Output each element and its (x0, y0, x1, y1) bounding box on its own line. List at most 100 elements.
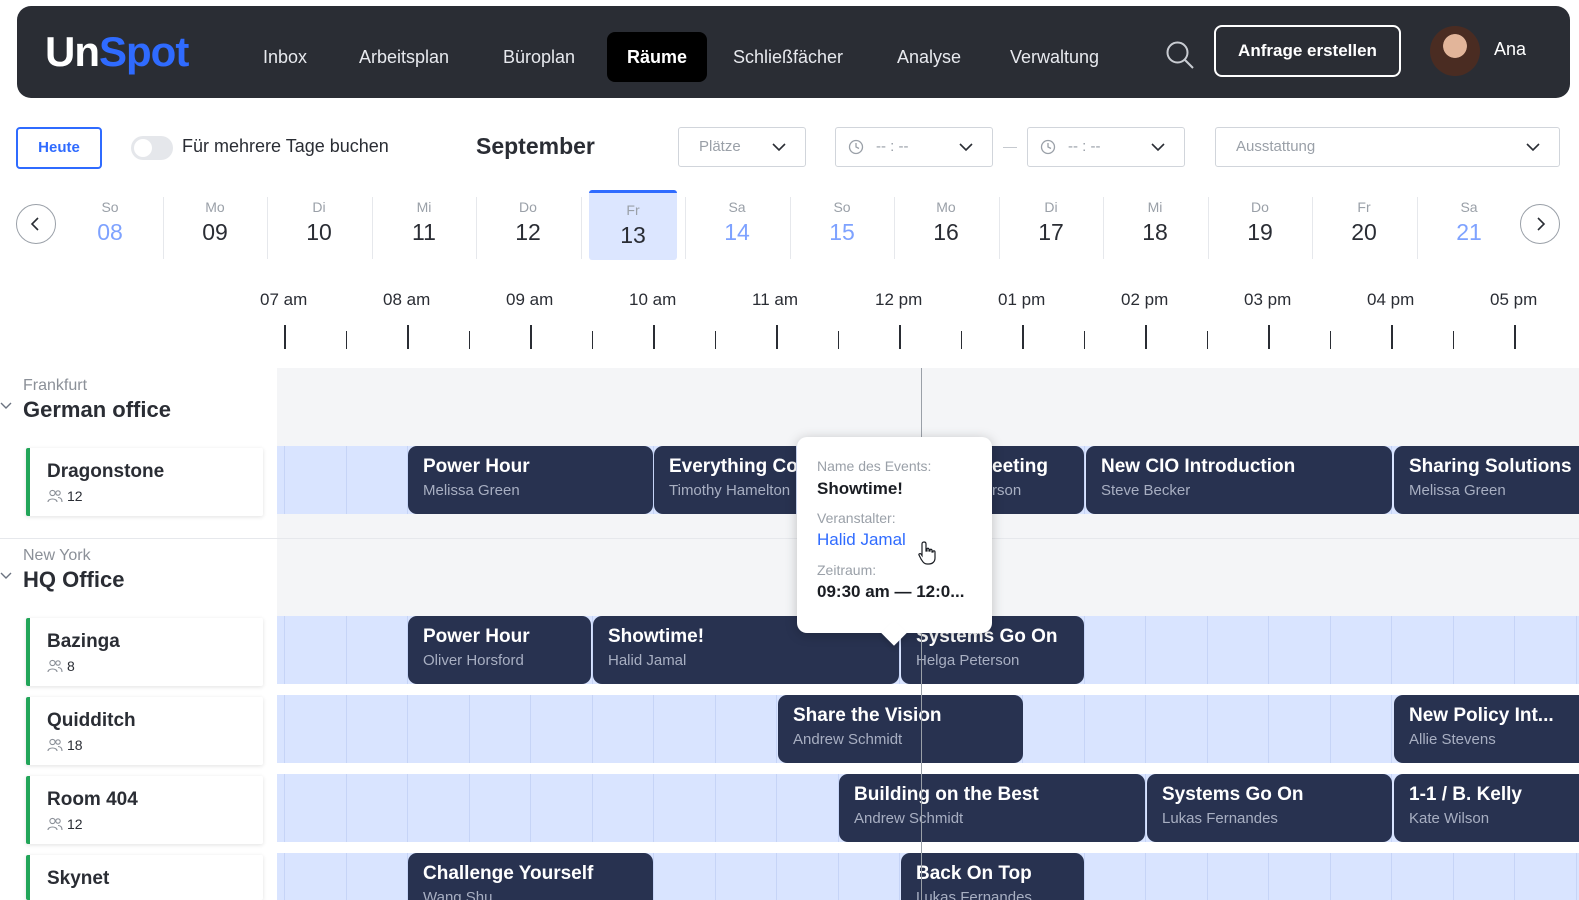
slot-divider (715, 695, 716, 763)
avatar[interactable] (1430, 26, 1480, 76)
day-13[interactable]: Fr 13 (589, 190, 677, 260)
event-block[interactable]: Sharing Solutions Melissa Green (1394, 446, 1579, 514)
day-15[interactable]: So 15 (798, 190, 886, 260)
nav-inbox[interactable]: Inbox (263, 47, 308, 67)
chevron-down-icon[interactable] (0, 570, 12, 582)
day-21[interactable]: Sa 21 (1425, 190, 1513, 260)
tooltip-organizer-link[interactable]: Halid Jamal (817, 530, 906, 549)
event-block[interactable]: eeting rson (980, 446, 1084, 514)
search-icon[interactable] (1165, 40, 1195, 70)
room-card-skynet[interactable]: Skynet (26, 855, 263, 900)
nav-raeume[interactable]: Räume (607, 32, 708, 82)
nav-verwaltung[interactable]: Verwaltung (1010, 47, 1100, 67)
slot-divider (530, 774, 531, 842)
top-nav: UnSpot Inbox Arbeitsplan Büroplan Räume … (17, 6, 1570, 98)
location-band-frankfurt (277, 368, 1579, 446)
event-tooltip: Name des Events: Showtime! Veranstalter:… (797, 437, 992, 633)
half-hour-tick (591, 331, 593, 349)
half-hour-tick (1083, 331, 1085, 349)
chevron-left-icon (30, 217, 39, 231)
event-block[interactable]: New Policy Int... Allie Stevens (1394, 695, 1579, 763)
day-18[interactable]: Mi 18 (1111, 190, 1199, 260)
day-name: Mo (936, 199, 956, 215)
day-20[interactable]: Fr 20 (1320, 190, 1408, 260)
slot-divider (407, 695, 408, 763)
day-number: 11 (412, 219, 436, 245)
hour-tick (776, 325, 778, 349)
slot-divider (284, 853, 285, 900)
multi-day-toggle[interactable] (131, 136, 173, 160)
room-card-room404[interactable]: Room 404 12 (26, 776, 263, 844)
slot-divider (407, 853, 408, 900)
nav-analyse[interactable]: Analyse (897, 47, 962, 67)
hour-tick (1268, 325, 1270, 349)
places-select-label: Plätze (699, 138, 741, 155)
event-block[interactable]: 1-1 / B. Kelly Kate Wilson (1394, 774, 1579, 842)
room-card-bazinga[interactable]: Bazinga 8 (26, 618, 263, 686)
time-from-select[interactable]: -- : -- (835, 127, 993, 167)
event-block[interactable]: Power Hour Oliver Horsford (408, 616, 591, 684)
places-select[interactable]: Plätze (678, 127, 806, 167)
slot-divider (1207, 616, 1208, 684)
slot-divider (469, 695, 470, 763)
nav-bueroplan[interactable]: Büroplan (503, 47, 576, 67)
hour-label: 11 am (752, 290, 798, 309)
room-card-dragonstone[interactable]: Dragonstone 12 (26, 448, 263, 516)
nav-schliessfaecher[interactable]: Schließfächer (733, 47, 844, 67)
month-title: September (476, 133, 595, 159)
event-block[interactable]: New CIO Introduction Steve Becker (1086, 446, 1392, 514)
slot-divider (1268, 853, 1269, 900)
event-block[interactable]: Everything Co Timothy Hamelton (654, 446, 796, 514)
day-19[interactable]: Do 19 (1216, 190, 1304, 260)
day-09[interactable]: Mo 09 (171, 190, 259, 260)
room-card-quidditch[interactable]: Quidditch 18 (26, 697, 263, 765)
day-number: 10 (306, 219, 332, 245)
today-button[interactable]: Heute (16, 127, 102, 169)
event-block[interactable]: Share the Vision Andrew Schmidt (778, 695, 1023, 763)
slot-divider (469, 774, 470, 842)
time-to-select[interactable]: -- : -- (1027, 127, 1185, 167)
divider (0, 538, 1579, 539)
day-17[interactable]: Di 17 (1007, 190, 1095, 260)
user-name[interactable]: Ana (1494, 39, 1527, 59)
day-12[interactable]: Do 12 (484, 190, 572, 260)
day-11[interactable]: Mi 11 (380, 190, 468, 260)
slot-divider (653, 853, 654, 900)
event-block[interactable]: Back On Top Lukas Fernandes (901, 853, 1084, 900)
day-divider (581, 197, 582, 259)
create-request-button[interactable]: Anfrage erstellen (1214, 25, 1401, 77)
equipment-select[interactable]: Ausstattung (1215, 127, 1560, 167)
slot-divider (776, 853, 777, 900)
day-name: Do (1251, 199, 1269, 215)
room-capacity: 12 (47, 816, 83, 832)
next-days-button[interactable] (1520, 204, 1560, 244)
chevron-down-icon[interactable] (0, 400, 12, 412)
half-hour-tick (345, 331, 347, 349)
day-name: Di (1044, 199, 1058, 215)
slot-divider (1145, 616, 1146, 684)
event-block[interactable]: Power Hour Melissa Green (408, 446, 653, 514)
day-14[interactable]: Sa 14 (693, 190, 781, 260)
slot-divider (1453, 616, 1454, 684)
event-block[interactable]: Systems Go On Lukas Fernandes (1147, 774, 1392, 842)
day-08[interactable]: So 08 (66, 190, 154, 260)
day-10[interactable]: Di 10 (275, 190, 363, 260)
day-16[interactable]: Mo 16 (902, 190, 990, 260)
day-divider (999, 197, 1000, 259)
day-divider (1208, 197, 1209, 259)
day-name: Do (519, 199, 537, 215)
slot-divider (653, 446, 654, 514)
nav-arbeitsplan[interactable]: Arbeitsplan (359, 47, 450, 67)
room-name: Bazinga (47, 631, 120, 652)
unspot-logo[interactable]: UnSpot (45, 28, 189, 75)
slot-divider (1514, 616, 1515, 684)
event-block[interactable]: Building on the Best Andrew Schmidt (839, 774, 1145, 842)
hour-label: 08 am (383, 290, 431, 309)
day-name: Mi (416, 199, 432, 215)
people-icon (47, 738, 63, 752)
slot-divider (1576, 616, 1577, 684)
prev-days-button[interactable] (16, 204, 56, 244)
slot-divider (653, 774, 654, 842)
event-block[interactable]: Challenge Yourself Wang Shu (408, 853, 653, 900)
hour-tick (284, 325, 286, 349)
